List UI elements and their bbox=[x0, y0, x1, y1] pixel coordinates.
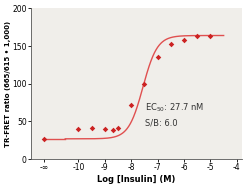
Point bbox=[129, 103, 133, 106]
Point bbox=[116, 126, 120, 129]
Point bbox=[77, 128, 81, 131]
Point bbox=[111, 128, 115, 131]
Point bbox=[182, 39, 186, 42]
Point bbox=[90, 127, 94, 130]
Point bbox=[103, 128, 107, 131]
Point bbox=[143, 82, 146, 85]
Text: EC$_{50}$: 27.7 nM
S/B: 6.0: EC$_{50}$: 27.7 nM S/B: 6.0 bbox=[145, 102, 204, 128]
Point bbox=[42, 137, 46, 140]
Point bbox=[195, 35, 199, 38]
Point bbox=[156, 56, 160, 59]
Y-axis label: TR-FRET ratio (665/615 • 1,000): TR-FRET ratio (665/615 • 1,000) bbox=[5, 21, 11, 147]
Point bbox=[208, 35, 212, 38]
X-axis label: Log [Insulin] (M): Log [Insulin] (M) bbox=[97, 175, 176, 184]
Point bbox=[169, 42, 173, 45]
